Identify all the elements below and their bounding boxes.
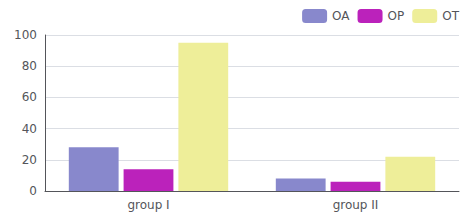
svg-text:0: 0: [29, 184, 37, 198]
svg-text:60: 60: [22, 90, 37, 104]
svg-text:group I: group I: [127, 198, 169, 212]
svg-text:OP: OP: [388, 9, 405, 23]
svg-text:100: 100: [14, 28, 37, 42]
svg-text:80: 80: [22, 59, 37, 73]
svg-text:40: 40: [22, 122, 37, 136]
svg-text:OA: OA: [332, 9, 350, 23]
svg-text:OT: OT: [442, 9, 459, 23]
svg-text:20: 20: [22, 153, 37, 167]
svg-text:group II: group II: [333, 198, 379, 212]
